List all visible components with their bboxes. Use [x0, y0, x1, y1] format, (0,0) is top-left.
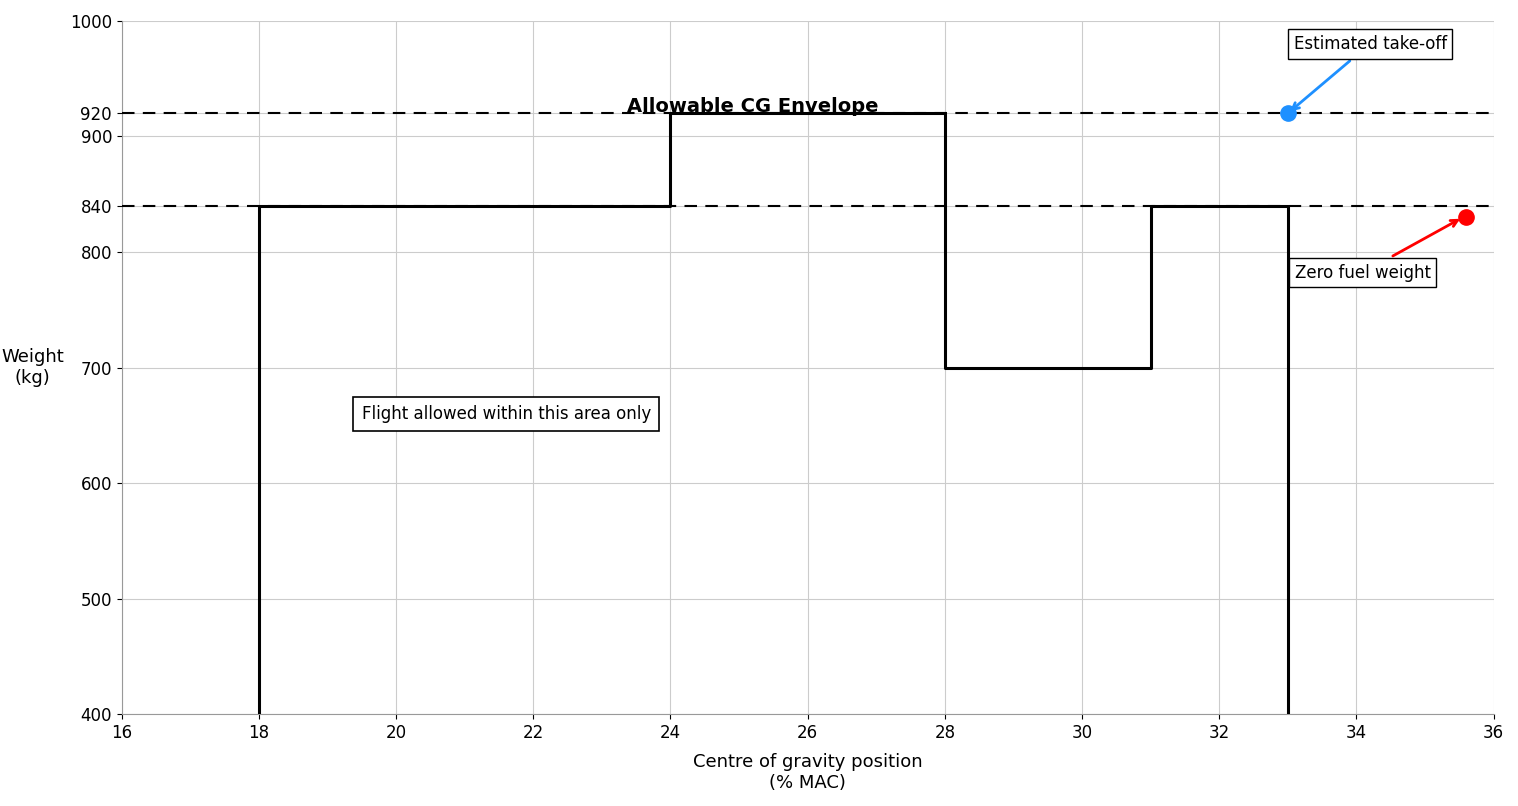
Y-axis label: Weight
(kg): Weight (kg) — [2, 348, 64, 387]
X-axis label: Centre of gravity position
(% MAC): Centre of gravity position (% MAC) — [692, 754, 923, 792]
Text: Estimated take-off: Estimated take-off — [1292, 35, 1447, 110]
Text: Allowable CG Envelope: Allowable CG Envelope — [627, 98, 879, 116]
Text: Zero fuel weight: Zero fuel weight — [1295, 220, 1457, 281]
Text: Flight allowed within this area only: Flight allowed within this area only — [361, 405, 651, 423]
